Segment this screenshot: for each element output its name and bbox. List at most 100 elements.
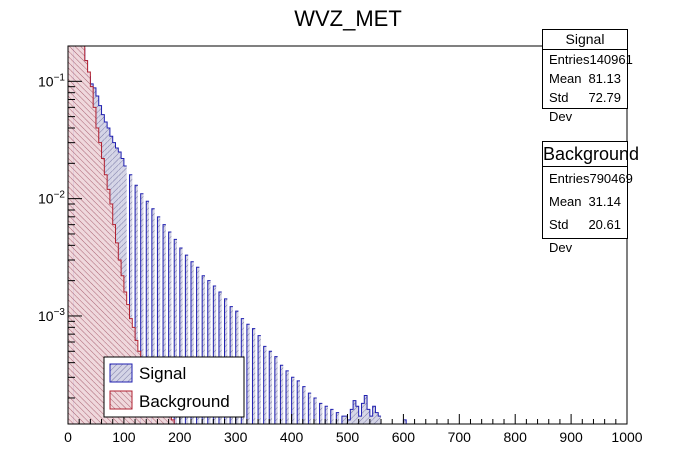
stats-value: 72.79 [588,90,621,105]
histogram-bin-background [109,204,113,424]
stats-box-signal: Signal Entries 140961 Mean 81.13 Std Dev… [542,29,633,124]
stats-label: Std Dev [549,90,573,124]
histogram-bin-signal [168,231,172,424]
histogram-bin-signal [341,416,345,424]
stats-row-stddev: Std Dev 20.61 [543,213,627,255]
histogram-bin-signal [302,386,306,424]
legend-label-signal: Signal [139,364,186,383]
stats-label: Std Dev [549,217,573,255]
histogram-bin-signal [280,365,284,424]
histogram-bin-signal [246,324,250,424]
y-tick-label: 10−1 [38,72,65,89]
histogram-bin-background [90,86,94,425]
histogram-outline-signal [73,45,407,424]
y-tick-label: 10−2 [38,190,65,207]
histogram-bin-background [84,60,88,425]
histogram-bin-signal [355,406,359,424]
histogram-bin-signal [403,419,407,424]
x-tick-label: 1000 [611,429,642,445]
histogram-bin-background [87,72,91,424]
x-tick-label: 500 [336,429,360,445]
histogram-bin-signal [146,201,150,424]
histogram-bin-signal [151,208,155,424]
histogram-bin-signal [353,400,356,424]
stats-label: Mean [549,71,582,86]
histogram-bin-background [93,107,96,425]
histogram-bin-signal [358,416,362,424]
histogram-bin-signal [330,409,334,424]
histogram-bin-signal [140,193,144,424]
histogram-bin-signal [179,247,183,424]
histogram-bin-signal [297,380,300,424]
histogram-bin-background [98,142,102,424]
histogram-bin-background [107,189,110,424]
x-axis: 0 100 200 300 400 500 600 700 800 900 1000 [64,414,643,445]
histogram-bin-signal [336,412,340,424]
x-tick-label: 900 [559,429,583,445]
histogram-bin-signal [129,174,133,424]
histogram-bin-background [81,46,85,424]
legend-swatch-background [109,390,133,410]
histogram-bin-signal [367,409,370,424]
histogram-bin-signal [163,224,166,424]
histogram-bin-signal [213,286,217,424]
stats-value: 790469 [589,171,633,186]
histogram-bin-signal [174,239,178,424]
histogram-bin-background [68,46,71,424]
stats-row-mean: Mean 31.14 [543,190,627,213]
histogram-bin-background [76,46,80,424]
histogram-bin-signal [263,346,267,424]
legend-swatch-signal [109,363,133,383]
histogram-bin-signal [350,409,354,424]
histogram-bin-signal [202,275,205,424]
stats-label: Entries [549,52,590,67]
histogram-bin-signal [258,335,261,424]
histogram-bin-signal [157,216,161,424]
histogram-bin-signal [369,416,373,424]
histogram-bin-signal [347,419,351,424]
stats-row-mean: Mean 81.13 [543,69,627,88]
histogram-bin-signal [252,328,256,424]
histogram-bin-signal [313,397,317,424]
histogram-bin-signal [361,403,365,424]
histogram-bin-signal [375,412,379,424]
histogram-bin-signal [185,255,189,424]
histogram-bin-background [121,275,124,424]
stats-value: 81.13 [588,71,621,86]
x-tick-label: 0 [64,429,72,445]
histogram-bin-signal [207,280,211,424]
stats-row-entries: Entries 140961 [543,50,633,69]
x-tick-label: 400 [280,429,304,445]
histogram-bin-background [95,128,99,424]
histogram-bin-background [73,46,77,424]
x-tick-label: 800 [504,429,528,445]
histogram-bin-background [79,46,82,424]
histogram-bin-signal [319,403,323,424]
histogram-bin-background [171,419,175,424]
histogram-bin-signal [344,416,348,424]
x-tick-label: 700 [448,429,472,445]
histogram-bin-signal [274,356,278,424]
histogram-bin-signal [269,351,273,424]
histogram-bin-signal [286,370,289,424]
x-tick-label: 100 [112,429,136,445]
legend-label-background: Background [139,392,230,411]
stats-title-signal: Signal [543,30,627,50]
stats-title-background: Background [543,142,639,167]
histogram-bin-background [118,259,122,424]
histogram-bin-background [115,242,119,424]
y-tick-label: 10−3 [38,307,65,324]
stats-value: 140961 [589,52,633,67]
histogram-bin-background [104,174,108,424]
stats-label: Entries [549,171,590,186]
histogram-bin-signal [364,395,368,424]
x-tick-label: 300 [224,429,248,445]
histogram-bin-background [168,416,172,424]
stats-row-entries: Entries 790469 [543,167,633,190]
x-tick-label: 200 [168,429,192,445]
histogram-bin-signal [291,377,295,424]
stats-row-stddev: Std Dev 72.79 [543,88,627,124]
stats-label: Mean [549,194,582,209]
histogram-bin-signal [196,267,200,424]
x-tick-label: 600 [392,429,416,445]
